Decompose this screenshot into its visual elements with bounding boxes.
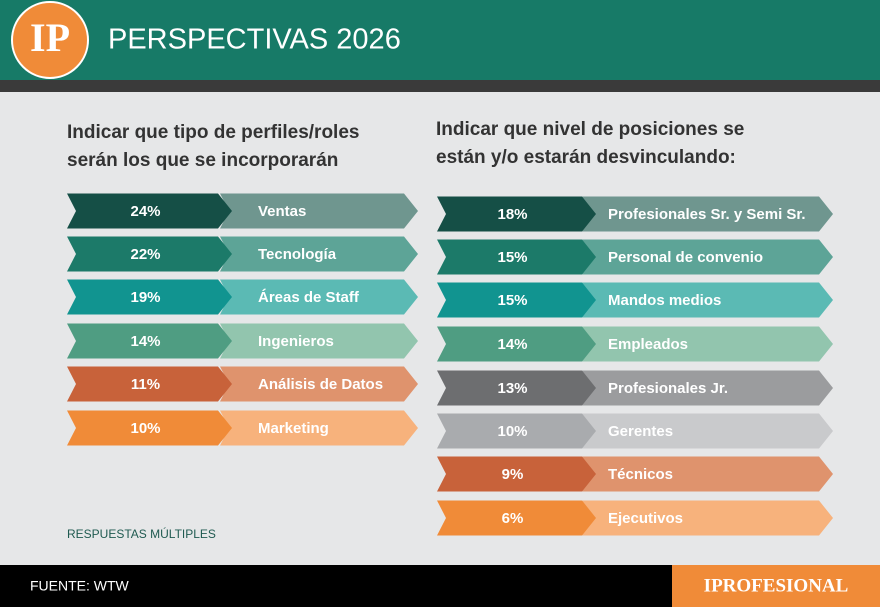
percent: 15% [497,292,527,309]
item-label: Ventas [258,203,306,220]
percent-arrow [67,366,232,402]
label-arrow [582,282,833,318]
percent: 14% [497,336,527,353]
note: RESPUESTAS MÚLTIPLES [67,526,216,541]
percent-arrow [437,196,596,232]
percent: 6% [502,510,524,527]
percent-arrow [437,456,596,492]
percent-arrow [437,326,596,362]
percent: 24% [130,203,160,220]
label-arrow [582,370,833,406]
percent-arrow [67,236,232,272]
label-arrow [582,456,833,492]
percent-arrow [437,370,596,406]
label-arrow [582,196,833,232]
item-label: Mandos medios [608,292,721,309]
item-label: Análisis de Datos [258,376,383,393]
percent-arrow [437,282,596,318]
panel-title: serán los que se incorporarán [67,150,338,171]
percent: 11% [131,376,160,393]
label-arrow [220,279,418,315]
percent: 10% [497,423,527,440]
label-arrow [582,326,833,362]
label-arrow [582,500,833,536]
header-bg [0,0,880,80]
header-strip [0,80,880,92]
percent: 15% [497,249,527,266]
item-label: Personal de convenio [608,249,763,266]
item-label: Áreas de Staff [258,289,360,306]
item-label: Gerentes [608,423,673,440]
footer-source: FUENTE: WTW [30,578,130,594]
percent: 9% [502,466,524,483]
label-arrow [220,366,418,402]
item-label: Profesionales Sr. y Semi Sr. [608,206,806,223]
percent: 18% [497,206,527,223]
item-label: Marketing [258,420,329,437]
label-arrow [220,323,418,359]
percent-arrow [67,323,232,359]
label-arrow [220,410,418,446]
percent-arrow [67,193,232,229]
item-label: Ingenieros [258,333,334,350]
panel-title: Indicar que nivel de posiciones se [436,119,744,140]
percent: 10% [130,420,160,437]
percent-arrow [437,500,596,536]
panel-title: Indicar que tipo de perfiles/roles [67,122,359,143]
percent-arrow [437,239,596,275]
brand-bg [672,565,880,607]
item-label: Ejecutivos [608,510,683,527]
header-title: PERSPECTIVAS 2026 [108,24,401,56]
percent: 19% [130,289,160,306]
item-label: Tecnología [258,246,337,263]
item-label: Técnicos [608,466,673,483]
label-arrow [220,193,418,229]
logo-text: IP [30,15,70,60]
percent: 14% [130,333,160,350]
item-label: Empleados [608,336,688,353]
item-label: Profesionales Jr. [608,380,728,397]
percent-arrow [67,279,232,315]
percent: 13% [497,380,527,397]
percent-arrow [67,410,232,446]
label-arrow [582,413,833,449]
label-arrow [582,239,833,275]
panel-title: están y/o estarán desvinculando: [436,147,736,168]
logo-circle [11,1,89,79]
label-arrow [220,236,418,272]
percent: 22% [130,246,160,263]
percent-arrow [437,413,596,449]
brand: IPROFESIONAL [704,575,849,596]
